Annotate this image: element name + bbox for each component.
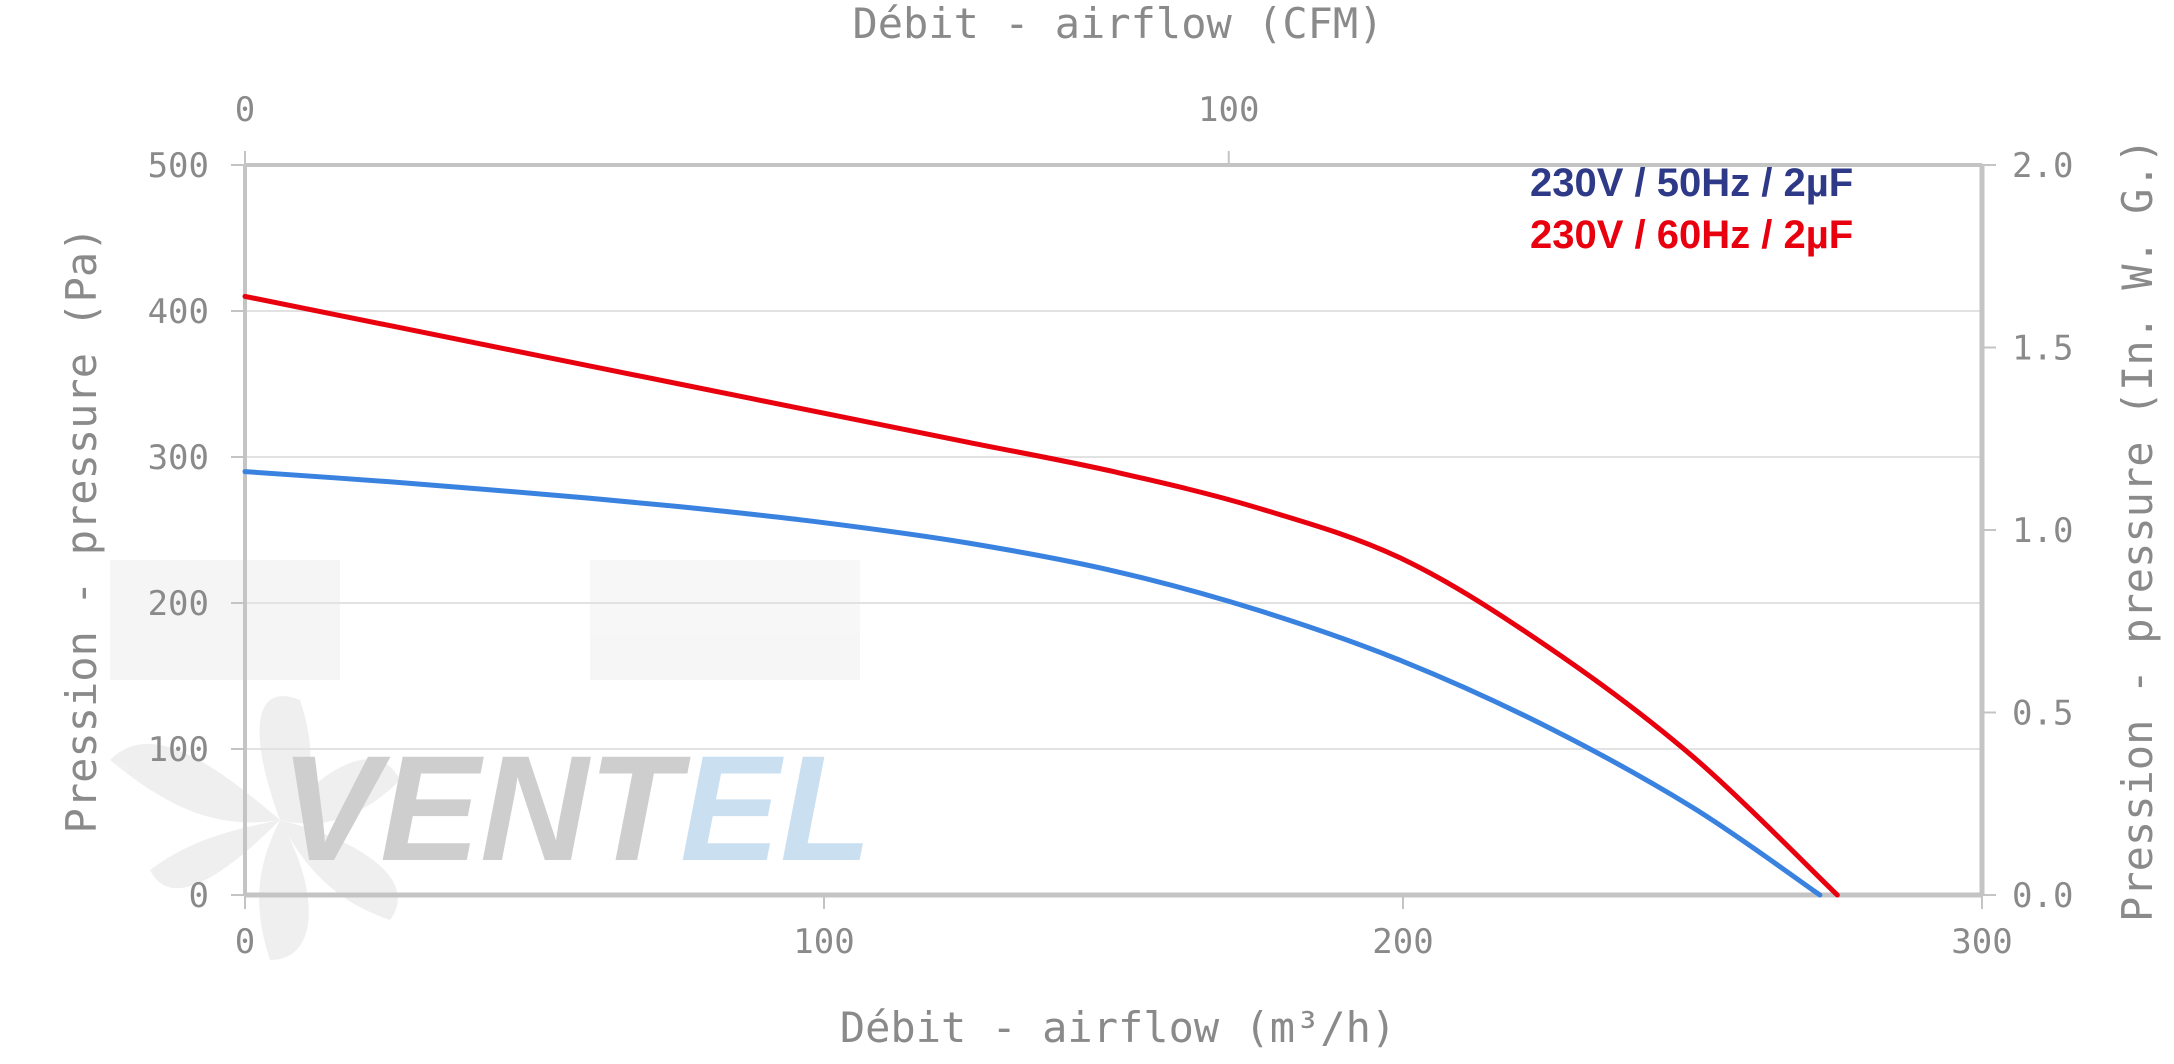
watermark-text: VENTEL — [280, 724, 872, 892]
series-line-1 — [242, 469, 1823, 898]
ventel-watermark: VENTEL — [110, 560, 872, 960]
watermark-brand-part2: EL — [680, 724, 872, 892]
y-tick-label: 200 — [148, 584, 209, 624]
y-tick-label: 400 — [148, 292, 209, 332]
x2-tick-label: 100 — [1198, 90, 1259, 130]
legend: 230V / 50Hz / 2µF 230V / 60Hz / 2µF — [1530, 161, 1853, 257]
tick-labels: 0 100 200 300 0 100 0 100 200 300 400 500 0.0 0.5 1.0 1… — [148, 90, 2074, 962]
y-tick-label: 0 — [189, 876, 209, 916]
watermark-brand-part1: VENT — [280, 724, 691, 892]
y2-axis-title: Pression - pressure (In. W. G.) — [2113, 138, 2162, 922]
watermark-block-right — [590, 560, 860, 680]
y-tick-label: 300 — [148, 438, 209, 478]
watermark-block-left — [110, 560, 340, 680]
y-tick-label: 100 — [148, 730, 209, 770]
y-axis-title: Pression - pressure (Pa) — [57, 227, 106, 834]
legend-entry-1: 230V / 50Hz / 2µF — [1530, 161, 1853, 205]
x-axis-title: Débit - airflow (m³/h) — [840, 1003, 1396, 1052]
y2-tick-label: 0.0 — [2012, 876, 2073, 916]
x-tick-label: 100 — [793, 922, 854, 962]
series-line-2 — [242, 293, 1840, 898]
x-tick-label: 200 — [1372, 922, 1433, 962]
legend-entry-2: 230V / 60Hz / 2µF — [1530, 213, 1853, 257]
y2-tick-label: 1.0 — [2012, 511, 2073, 551]
tick-marks — [231, 151, 1996, 909]
x2-axis-title: Débit - airflow (CFM) — [852, 0, 1383, 48]
y2-tick-label: 0.5 — [2012, 694, 2073, 734]
y-tick-label: 500 — [148, 146, 209, 186]
x2-tick-label: 0 — [235, 90, 255, 130]
series-lines — [242, 293, 1840, 898]
x-tick-label: 300 — [1951, 922, 2012, 962]
x-tick-label: 0 — [235, 922, 255, 962]
y2-tick-label: 2.0 — [2012, 146, 2073, 186]
y2-tick-label: 1.5 — [2012, 329, 2073, 369]
